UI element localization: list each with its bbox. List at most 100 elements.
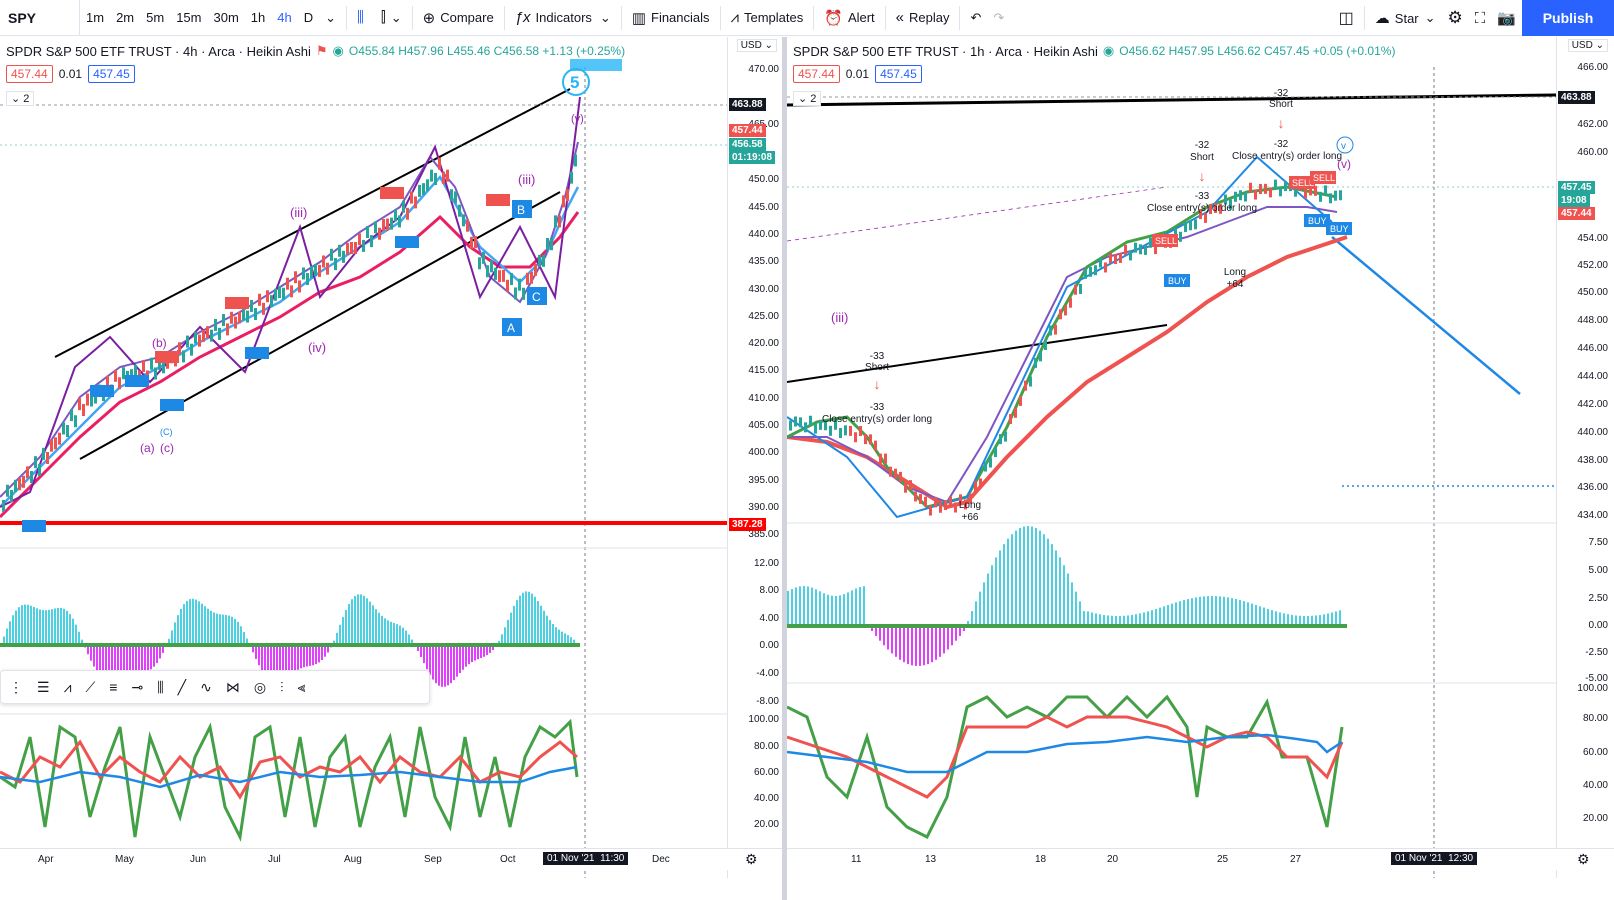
left-time-axis[interactable]: Apr May Jun Jul Aug Sep Oct Dec 01 Nov '… — [0, 848, 785, 870]
candles-icon: ⫿ — [380, 9, 386, 26]
layout-button[interactable]: ◫ — [1333, 0, 1360, 36]
osc-bar — [117, 645, 119, 677]
interval-15m[interactable]: 15m — [176, 10, 202, 25]
symbol-search[interactable]: SPY — [0, 0, 80, 35]
osc-bar — [354, 596, 356, 645]
right-chart-canvas[interactable]: -33 Short ↓ -33 Close entry(s) order lon… — [787, 37, 1556, 878]
bid-button[interactable]: 457.44 — [793, 65, 840, 83]
candle — [889, 466, 892, 477]
interval-1m[interactable]: 1m — [86, 10, 105, 25]
horizontal-lines-icon[interactable]: ☰ — [37, 678, 50, 695]
osc-bar — [995, 557, 997, 626]
interval-30m[interactable]: 30m — [213, 10, 239, 25]
publish-button[interactable]: Publish — [1522, 0, 1614, 36]
candle — [274, 288, 277, 301]
candle — [6, 484, 9, 497]
candle — [22, 475, 25, 488]
interval-4h[interactable]: 4h — [277, 10, 292, 25]
osc-bar — [939, 626, 941, 657]
osc-bar — [537, 600, 539, 645]
left-chart-pane[interactable]: (iii) (iv) (iii) (v) (a) (b) (c) (C) A B… — [0, 37, 785, 900]
gear-icon[interactable]: ⚙ — [1577, 851, 1590, 867]
fib-retracement-icon[interactable]: ⫶ — [280, 678, 284, 695]
osc-bar — [456, 645, 458, 677]
candle — [210, 329, 213, 342]
interval-5m[interactable]: 5m — [146, 10, 165, 25]
elliott-wave-icon[interactable]: ∿ — [200, 678, 212, 695]
compare-button[interactable]: ⊕ Compare — [417, 0, 500, 35]
save-layout-button[interactable]: ☁ Star ⌄ — [1369, 0, 1442, 36]
candle-style-button[interactable]: ⫿ ⌄ — [375, 0, 408, 35]
pane-splitter[interactable] — [782, 37, 787, 900]
interval-d[interactable]: D — [303, 10, 314, 25]
parallel-channel-icon[interactable]: ≡ — [109, 679, 118, 695]
undo-button[interactable]: ↶ — [964, 0, 987, 35]
drag-handle-icon[interactable]: ⋮ — [9, 678, 23, 695]
fullscreen-button[interactable]: ⛶ — [1469, 0, 1492, 36]
vertical-lines-icon[interactable]: ⫼ — [157, 678, 164, 695]
short-arrow: ↓ — [1199, 168, 1206, 184]
gear-icon[interactable]: ⚙ — [745, 851, 758, 867]
cycle-icon[interactable]: ◎ — [253, 678, 267, 695]
interval-dropdown[interactable]: ⌄ — [319, 0, 342, 35]
osc-bar — [156, 645, 158, 664]
collapse-indicators-button[interactable]: ⌄ 2 — [793, 91, 822, 106]
ask-button[interactable]: 457.45 — [88, 65, 135, 83]
indicator-toggle-icon[interactable]: ◉ — [332, 43, 344, 58]
indicators-button[interactable]: ƒx Indicators ⌄ — [509, 0, 617, 35]
right-price-axis[interactable]: USD ⌄ 466.00 462.00 460.00 454.00 452.00… — [1556, 37, 1614, 878]
currency-select[interactable]: USD ⌄ — [1567, 39, 1608, 52]
interval-1h[interactable]: 1h — [250, 10, 266, 25]
left-price-axis[interactable]: USD ⌄ 470.00 465.00 450.00 445.00 440.00… — [727, 37, 785, 878]
candle — [18, 478, 21, 491]
collapse-indicators-button[interactable]: ⌄ 2 — [6, 91, 35, 106]
snapshot-button[interactable]: 📷 — [1491, 0, 1522, 36]
redo-button[interactable]: ↷ — [987, 0, 1010, 35]
financials-button[interactable]: ▥ Financials — [626, 0, 716, 35]
candle — [570, 171, 573, 184]
bid-button[interactable]: 457.44 — [6, 65, 53, 83]
projection-line — [787, 186, 1168, 242]
osc-bar — [891, 626, 893, 654]
right-chart-pane[interactable]: -33 Short ↓ -33 Close entry(s) order lon… — [787, 37, 1614, 900]
osc-bar — [1295, 615, 1297, 626]
abc-pattern-icon[interactable]: ⩘ — [63, 678, 72, 695]
osc-bar — [967, 621, 969, 626]
osc-bar — [72, 618, 74, 645]
interval-2m[interactable]: 2m — [116, 10, 135, 25]
templates-button[interactable]: ⩘ Templates — [725, 0, 810, 35]
osc-bar — [564, 633, 566, 645]
alert-button[interactable]: ⏰ Alert — [818, 0, 880, 35]
rsi-mid — [0, 739, 578, 800]
left-chart-canvas[interactable]: (iii) (iv) (iii) (v) (a) (b) (c) (C) A B… — [0, 37, 727, 878]
candle — [222, 314, 225, 327]
function-icon: ƒx — [514, 9, 531, 26]
osc-bar — [348, 603, 350, 645]
osc-bar — [375, 609, 377, 645]
candle — [118, 377, 121, 390]
trend-line-icon[interactable]: ⟋ — [85, 678, 96, 695]
settings-button[interactable]: ⚙ — [1442, 0, 1469, 36]
chevron-down-icon: ⌄ — [390, 9, 402, 25]
ma-slow — [0, 211, 580, 519]
osc-bar — [96, 645, 98, 672]
osc-bar — [1083, 611, 1085, 626]
separator — [719, 5, 721, 30]
candle — [819, 419, 822, 430]
candle — [1154, 244, 1157, 255]
fib-extension-icon[interactable]: ⫷ — [297, 678, 306, 695]
candle — [370, 235, 373, 248]
osc-bar — [947, 626, 949, 650]
horizontal-ray-icon[interactable]: ⊸ — [131, 678, 144, 695]
xabcd-pattern-icon[interactable]: ⋈ — [225, 678, 240, 695]
currency-select[interactable]: USD ⌄ — [736, 39, 777, 52]
bar-style-button[interactable]: ⫼ — [351, 0, 375, 35]
ask-button[interactable]: 457.45 — [875, 65, 922, 83]
line-tool-icon[interactable]: ╱ — [177, 678, 187, 695]
right-time-axis[interactable]: 11 13 18 20 25 27 01 Nov '21 12:30 ⚙ — [787, 848, 1614, 870]
templates-label: Templates — [744, 10, 804, 25]
osc-bar — [273, 645, 275, 684]
indicator-toggle-icon[interactable]: ◉ — [1102, 43, 1115, 58]
osc-bar — [327, 645, 329, 653]
replay-button[interactable]: « Replay — [890, 0, 956, 35]
